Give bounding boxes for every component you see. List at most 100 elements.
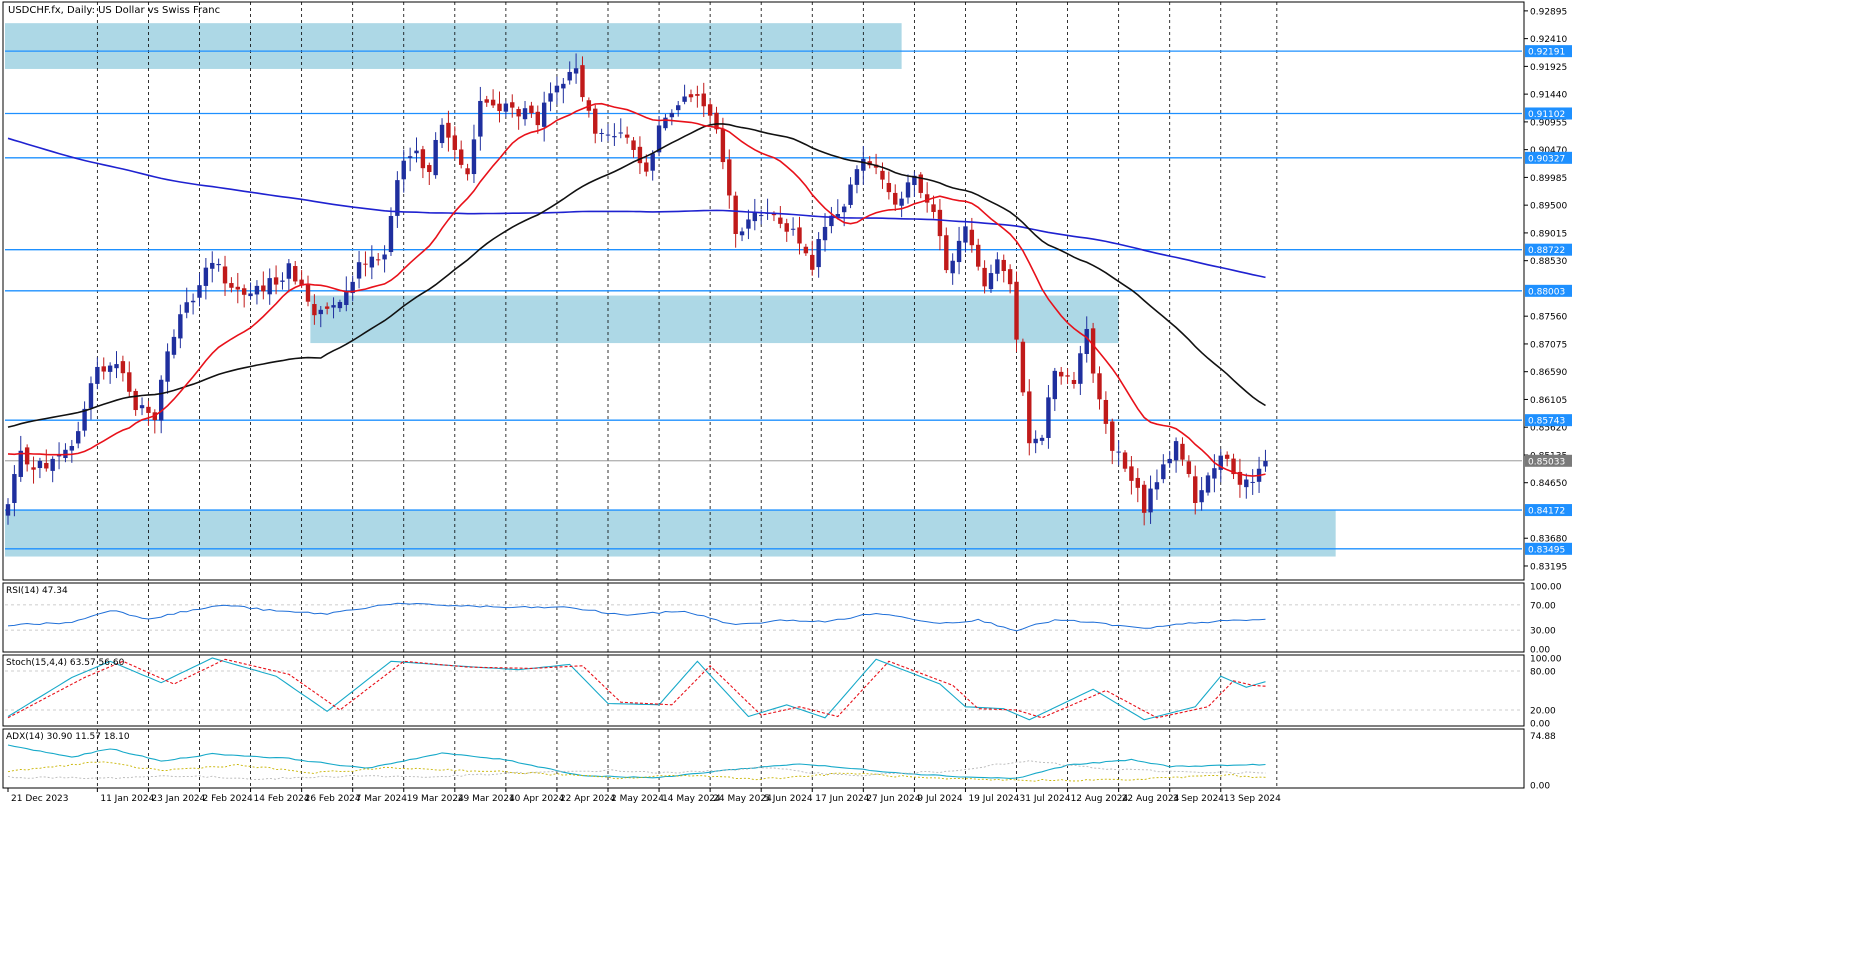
bear-candle (1058, 371, 1064, 377)
bear-candle (893, 192, 898, 205)
time-tick-label: 13 Sep 2024 (1224, 794, 1281, 804)
price-tick-label: 0.90470 (1530, 146, 1567, 156)
bear-candle (427, 165, 432, 173)
stoch-d-line (7, 658, 1266, 719)
bull-candle (503, 103, 509, 112)
bear-candle (797, 227, 802, 244)
bear-candle (714, 112, 719, 130)
bull-candle (656, 125, 662, 153)
level-label-box (1525, 45, 1572, 58)
bear-candle (784, 223, 789, 232)
bear-candle (803, 246, 809, 254)
bull-candle (350, 281, 355, 294)
time-tick-label: 23 Jan 2024 (151, 794, 205, 804)
time-tick-label: 19 Jul 2024 (968, 794, 1019, 804)
bear-candle (1135, 477, 1140, 488)
bull-candle (1212, 468, 1217, 479)
bear-candle (1186, 461, 1192, 474)
bull-candle (956, 240, 962, 263)
level-label: 0.90327 (1528, 154, 1565, 164)
bull-candle (1161, 464, 1166, 480)
bull-candle (197, 285, 202, 298)
moving-averages (7, 102, 1266, 477)
bull-candle (5, 504, 11, 516)
time-tick-label: 14 May 2024 (662, 794, 721, 804)
time-tick-label: 26 Feb 2024 (305, 794, 361, 804)
indicator-tick-label: 0.00 (1530, 782, 1550, 792)
bear-candle (516, 109, 521, 117)
bear-candle (937, 209, 943, 237)
bear-candle (222, 266, 228, 284)
bear-candle (1001, 259, 1006, 272)
price-candles (5, 53, 1268, 526)
bear-candle (707, 104, 713, 116)
price-tick-label: 0.92895 (1530, 7, 1567, 17)
bear-candle (305, 283, 311, 302)
indicator-tick-label: 70.00 (1530, 601, 1556, 611)
bull-candle (541, 102, 547, 127)
bull-candle (522, 108, 528, 120)
bull-candle (369, 256, 375, 268)
bull-candle (841, 206, 847, 213)
bull-candle (190, 300, 196, 303)
bull-candle (331, 305, 336, 308)
bull-candle (18, 450, 23, 477)
bull-candle (912, 175, 917, 186)
bull-candle (650, 153, 655, 171)
bull-candle (1199, 490, 1204, 503)
bull-candle (165, 351, 170, 382)
bear-candle (593, 108, 598, 134)
indicator-tick-label: 74.88 (1530, 732, 1556, 742)
bear-candle (1090, 328, 1096, 374)
bear-candle (1110, 421, 1115, 451)
bull-candle (1078, 353, 1083, 384)
price-tick-label: 0.88530 (1530, 257, 1567, 267)
bull-candle (216, 263, 221, 266)
level-label-box (1525, 151, 1572, 164)
time-tick-label: 7 Mar 2024 (356, 794, 408, 804)
panel-frame (2, 728, 1525, 789)
bull-candle (1046, 397, 1051, 438)
panel-frames (2, 1, 1525, 789)
adx-plus-di-line (7, 761, 1266, 782)
bull-candle (344, 291, 349, 305)
bear-candle (363, 263, 368, 265)
time-tick-label: 14 Feb 2024 (254, 794, 310, 804)
time-tick-label: 10 Apr 2024 (509, 794, 565, 804)
bear-candle (446, 122, 451, 138)
indicator-tick-label: 0.00 (1530, 646, 1550, 656)
bull-candle (1263, 460, 1268, 467)
price-tick-label: 0.92410 (1530, 35, 1567, 45)
price-tick-label: 0.86590 (1530, 368, 1567, 378)
bull-candle (612, 136, 617, 138)
bull-candle (382, 254, 387, 260)
bear-candle (1129, 466, 1134, 481)
price-tick-label: 0.89985 (1530, 174, 1567, 184)
bear-candle (146, 406, 151, 413)
price-tick-label: 0.87075 (1530, 340, 1567, 350)
bear-candle (631, 140, 636, 150)
bull-candle (12, 474, 17, 503)
bull-candle (50, 458, 55, 471)
time-tick-label: 11 Jan 2024 (100, 794, 154, 804)
level-label: 0.84172 (1528, 507, 1565, 517)
bull-candle (605, 134, 611, 136)
bear-candle (1097, 373, 1102, 400)
level-label-box (1525, 414, 1572, 427)
price-tick-label: 0.83195 (1530, 562, 1567, 572)
bull-candle (548, 93, 553, 102)
time-tick-label: 2 Feb 2024 (202, 794, 253, 804)
bull-candle (210, 262, 215, 269)
bull-candle (822, 226, 828, 241)
bear-candle (701, 93, 706, 107)
current-price-label-box (1525, 454, 1572, 467)
bear-candle (31, 467, 36, 470)
bear-candle (535, 111, 540, 126)
indicator-tick-label: 30.00 (1530, 627, 1556, 637)
bull-candle (995, 259, 1000, 274)
bull-candle (280, 280, 285, 282)
price-axis: 0.92895 0.92410 0.91925 0.91440 0.90955 0.904… (1524, 7, 1572, 792)
